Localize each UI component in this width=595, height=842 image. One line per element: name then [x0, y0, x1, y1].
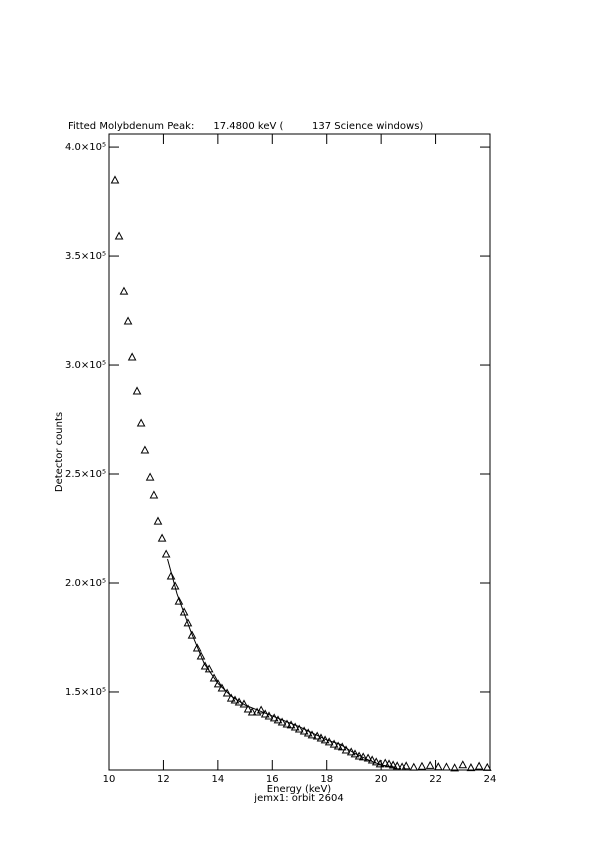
data-point	[333, 741, 343, 750]
data-point	[153, 516, 163, 525]
data-point	[282, 719, 292, 728]
data-point	[217, 683, 227, 692]
data-point	[425, 760, 435, 769]
data-point	[371, 757, 381, 766]
y-tick-label: 2.0×10⁵	[65, 578, 106, 589]
data-point	[290, 722, 300, 731]
data-point	[213, 679, 223, 688]
x-tick-label: 18	[320, 774, 333, 785]
data-point	[174, 596, 184, 605]
data-point	[466, 763, 476, 772]
y-tick-label: 2.5×10⁵	[65, 469, 106, 480]
data-point	[166, 571, 176, 580]
data-point	[209, 673, 219, 682]
x-tick-label: 16	[266, 774, 279, 785]
data-point	[127, 352, 137, 361]
y-tick-label: 1.5×10⁵	[65, 687, 106, 698]
data-point	[392, 761, 402, 770]
data-point	[123, 316, 133, 325]
data-point	[367, 755, 377, 764]
data-point	[384, 759, 394, 768]
x-tick-label: 22	[429, 774, 442, 785]
data-point	[458, 760, 468, 769]
data-point	[273, 715, 283, 724]
data-point	[277, 717, 287, 726]
data-point	[401, 761, 411, 770]
data-point	[450, 763, 459, 772]
data-point	[110, 175, 120, 184]
x-tick-label: 14	[211, 774, 224, 785]
x-tick-label: 24	[484, 774, 497, 785]
data-point	[145, 472, 155, 481]
y-tick-label: 3.0×10⁵	[65, 360, 106, 371]
x-tick-label: 10	[103, 774, 116, 785]
y-tick-label: 3.5×10⁵	[65, 251, 106, 262]
data-point	[482, 762, 492, 771]
data-point	[363, 753, 373, 762]
data-point	[161, 549, 171, 558]
y-tick-label: 4.0×10⁵	[65, 142, 106, 153]
x-tick-label: 12	[157, 774, 170, 785]
data-point	[183, 618, 193, 627]
data-point	[294, 724, 304, 733]
data-point	[157, 533, 167, 542]
data-point	[132, 386, 142, 395]
y-axis-label: Detector counts	[54, 412, 65, 492]
data-point	[222, 688, 232, 697]
data-point	[417, 761, 427, 770]
data-point	[192, 643, 202, 652]
data-point	[170, 581, 180, 590]
data-point	[409, 762, 419, 771]
fit-line	[167, 558, 395, 768]
data-point	[307, 730, 317, 739]
data-point	[433, 762, 443, 771]
data-point	[187, 630, 197, 639]
data-point	[149, 490, 159, 499]
chart-title: Fitted Molybdenum Peak: 17.4800 keV ( 13…	[68, 121, 423, 132]
data-point	[136, 418, 146, 427]
data-point	[140, 445, 150, 454]
data-point	[350, 749, 360, 758]
data-point	[299, 726, 309, 735]
data-point	[114, 231, 124, 240]
data-point	[119, 286, 129, 295]
data-point	[303, 728, 313, 737]
data-point	[329, 739, 339, 748]
subtitle: jemx1: orbit 2604	[253, 793, 343, 804]
data-point	[243, 704, 253, 713]
data-point	[346, 747, 356, 756]
data-point	[200, 661, 210, 670]
data-point	[179, 607, 189, 616]
plot-frame	[108, 133, 491, 771]
data-point	[256, 705, 266, 714]
data-point	[388, 760, 398, 769]
data-point	[196, 651, 206, 660]
data-point	[341, 745, 351, 754]
x-tick-label: 20	[375, 774, 388, 785]
data-point	[474, 761, 484, 770]
x-axis-label: Energy (keV)	[267, 784, 332, 795]
data-point	[442, 762, 451, 771]
data-point	[247, 707, 257, 716]
